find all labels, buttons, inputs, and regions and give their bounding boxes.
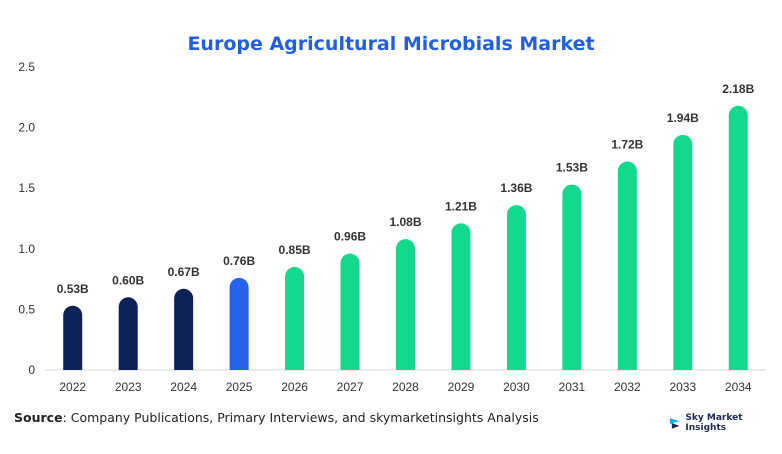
bar [118, 297, 138, 370]
data-label: 0.85B [279, 243, 311, 257]
x-tick-label: 2033 [669, 380, 696, 394]
y-tick-label: 2.5 [18, 60, 35, 74]
x-tick-label: 2028 [392, 380, 419, 394]
data-label: 1.72B [611, 138, 643, 152]
y-tick-label: 0 [28, 363, 35, 377]
x-tick-label: 2026 [281, 380, 308, 394]
bar [451, 223, 471, 370]
data-label: 0.76B [223, 254, 255, 268]
x-tick-label: 2025 [226, 380, 253, 394]
sky-market-insights-logo-icon [669, 418, 680, 429]
bar [617, 161, 637, 370]
x-tick-label: 2034 [725, 380, 752, 394]
data-label: 1.21B [445, 199, 477, 213]
data-label: 0.53B [57, 282, 89, 296]
data-label: 0.60B [112, 273, 144, 287]
x-tick-label: 2031 [559, 380, 586, 394]
data-label: 2.18B [722, 82, 754, 96]
data-label: 0.96B [334, 230, 366, 244]
y-tick-label: 1.5 [18, 181, 35, 195]
x-tick-label: 2032 [614, 380, 641, 394]
data-label: 1.08B [389, 215, 421, 229]
source-note: Source: Company Publications, Primary In… [14, 410, 539, 425]
brand-name: Sky Market Insights [685, 413, 743, 433]
source-label: Source [14, 410, 63, 425]
bar [340, 253, 360, 370]
y-tick-label: 0.5 [18, 302, 35, 316]
brand-logo: Sky Market Insights [668, 413, 782, 433]
data-label: 0.67B [168, 265, 200, 279]
data-label: 1.36B [500, 181, 532, 195]
x-tick-label: 2030 [503, 380, 530, 394]
y-tick-label: 1.0 [18, 242, 35, 256]
bar [673, 134, 693, 370]
bar [229, 277, 249, 370]
bar [396, 239, 415, 370]
bar [63, 305, 83, 370]
x-tick-label: 2022 [59, 380, 86, 394]
bar [728, 105, 748, 370]
source-text: : Company Publications, Primary Intervie… [62, 410, 539, 425]
data-label: 1.53B [556, 161, 588, 175]
chart-title: Europe Agricultural Microbials Market [187, 33, 595, 55]
y-tick-label: 2.0 [18, 121, 35, 135]
bar [506, 205, 526, 370]
x-tick-label: 2029 [448, 380, 475, 394]
x-tick-label: 2024 [170, 380, 197, 394]
bar [285, 266, 305, 370]
bar [174, 288, 194, 370]
bar [562, 184, 582, 370]
data-label: 1.94B [667, 111, 699, 125]
x-tick-label: 2023 [115, 380, 142, 394]
x-tick-label: 2027 [337, 380, 364, 394]
